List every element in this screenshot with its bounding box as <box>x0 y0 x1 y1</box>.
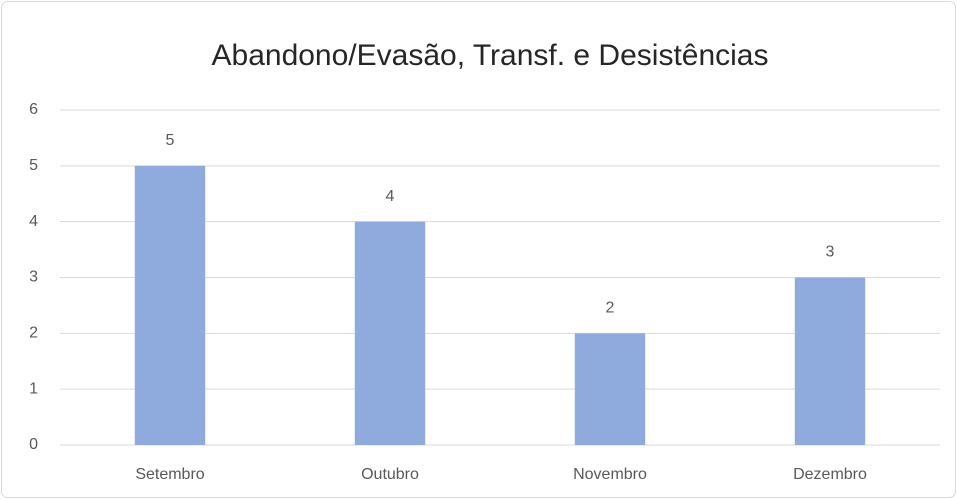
y-tick-label: 4 <box>29 213 38 230</box>
x-tick-label: Outubro <box>361 466 419 483</box>
y-tick-label: 2 <box>29 325 38 342</box>
bar <box>134 165 206 446</box>
y-tick-label: 1 <box>29 380 38 397</box>
bar <box>574 333 646 445</box>
y-tick-label: 6 <box>29 101 38 118</box>
y-tick-label: 0 <box>29 436 38 453</box>
y-tick-label: 5 <box>29 157 38 174</box>
data-label: 3 <box>826 244 835 261</box>
data-label: 4 <box>386 188 395 205</box>
x-tick-label: Novembro <box>573 466 647 483</box>
bar <box>794 277 866 445</box>
data-label: 2 <box>606 300 615 317</box>
bar <box>354 221 426 445</box>
y-tick-label: 3 <box>29 269 38 286</box>
x-tick-label: Setembro <box>135 466 204 483</box>
chart-title: Abandono/Evasão, Transf. e Desistências <box>212 39 769 72</box>
data-label: 5 <box>166 132 175 149</box>
x-tick-label: Dezembro <box>793 466 867 483</box>
